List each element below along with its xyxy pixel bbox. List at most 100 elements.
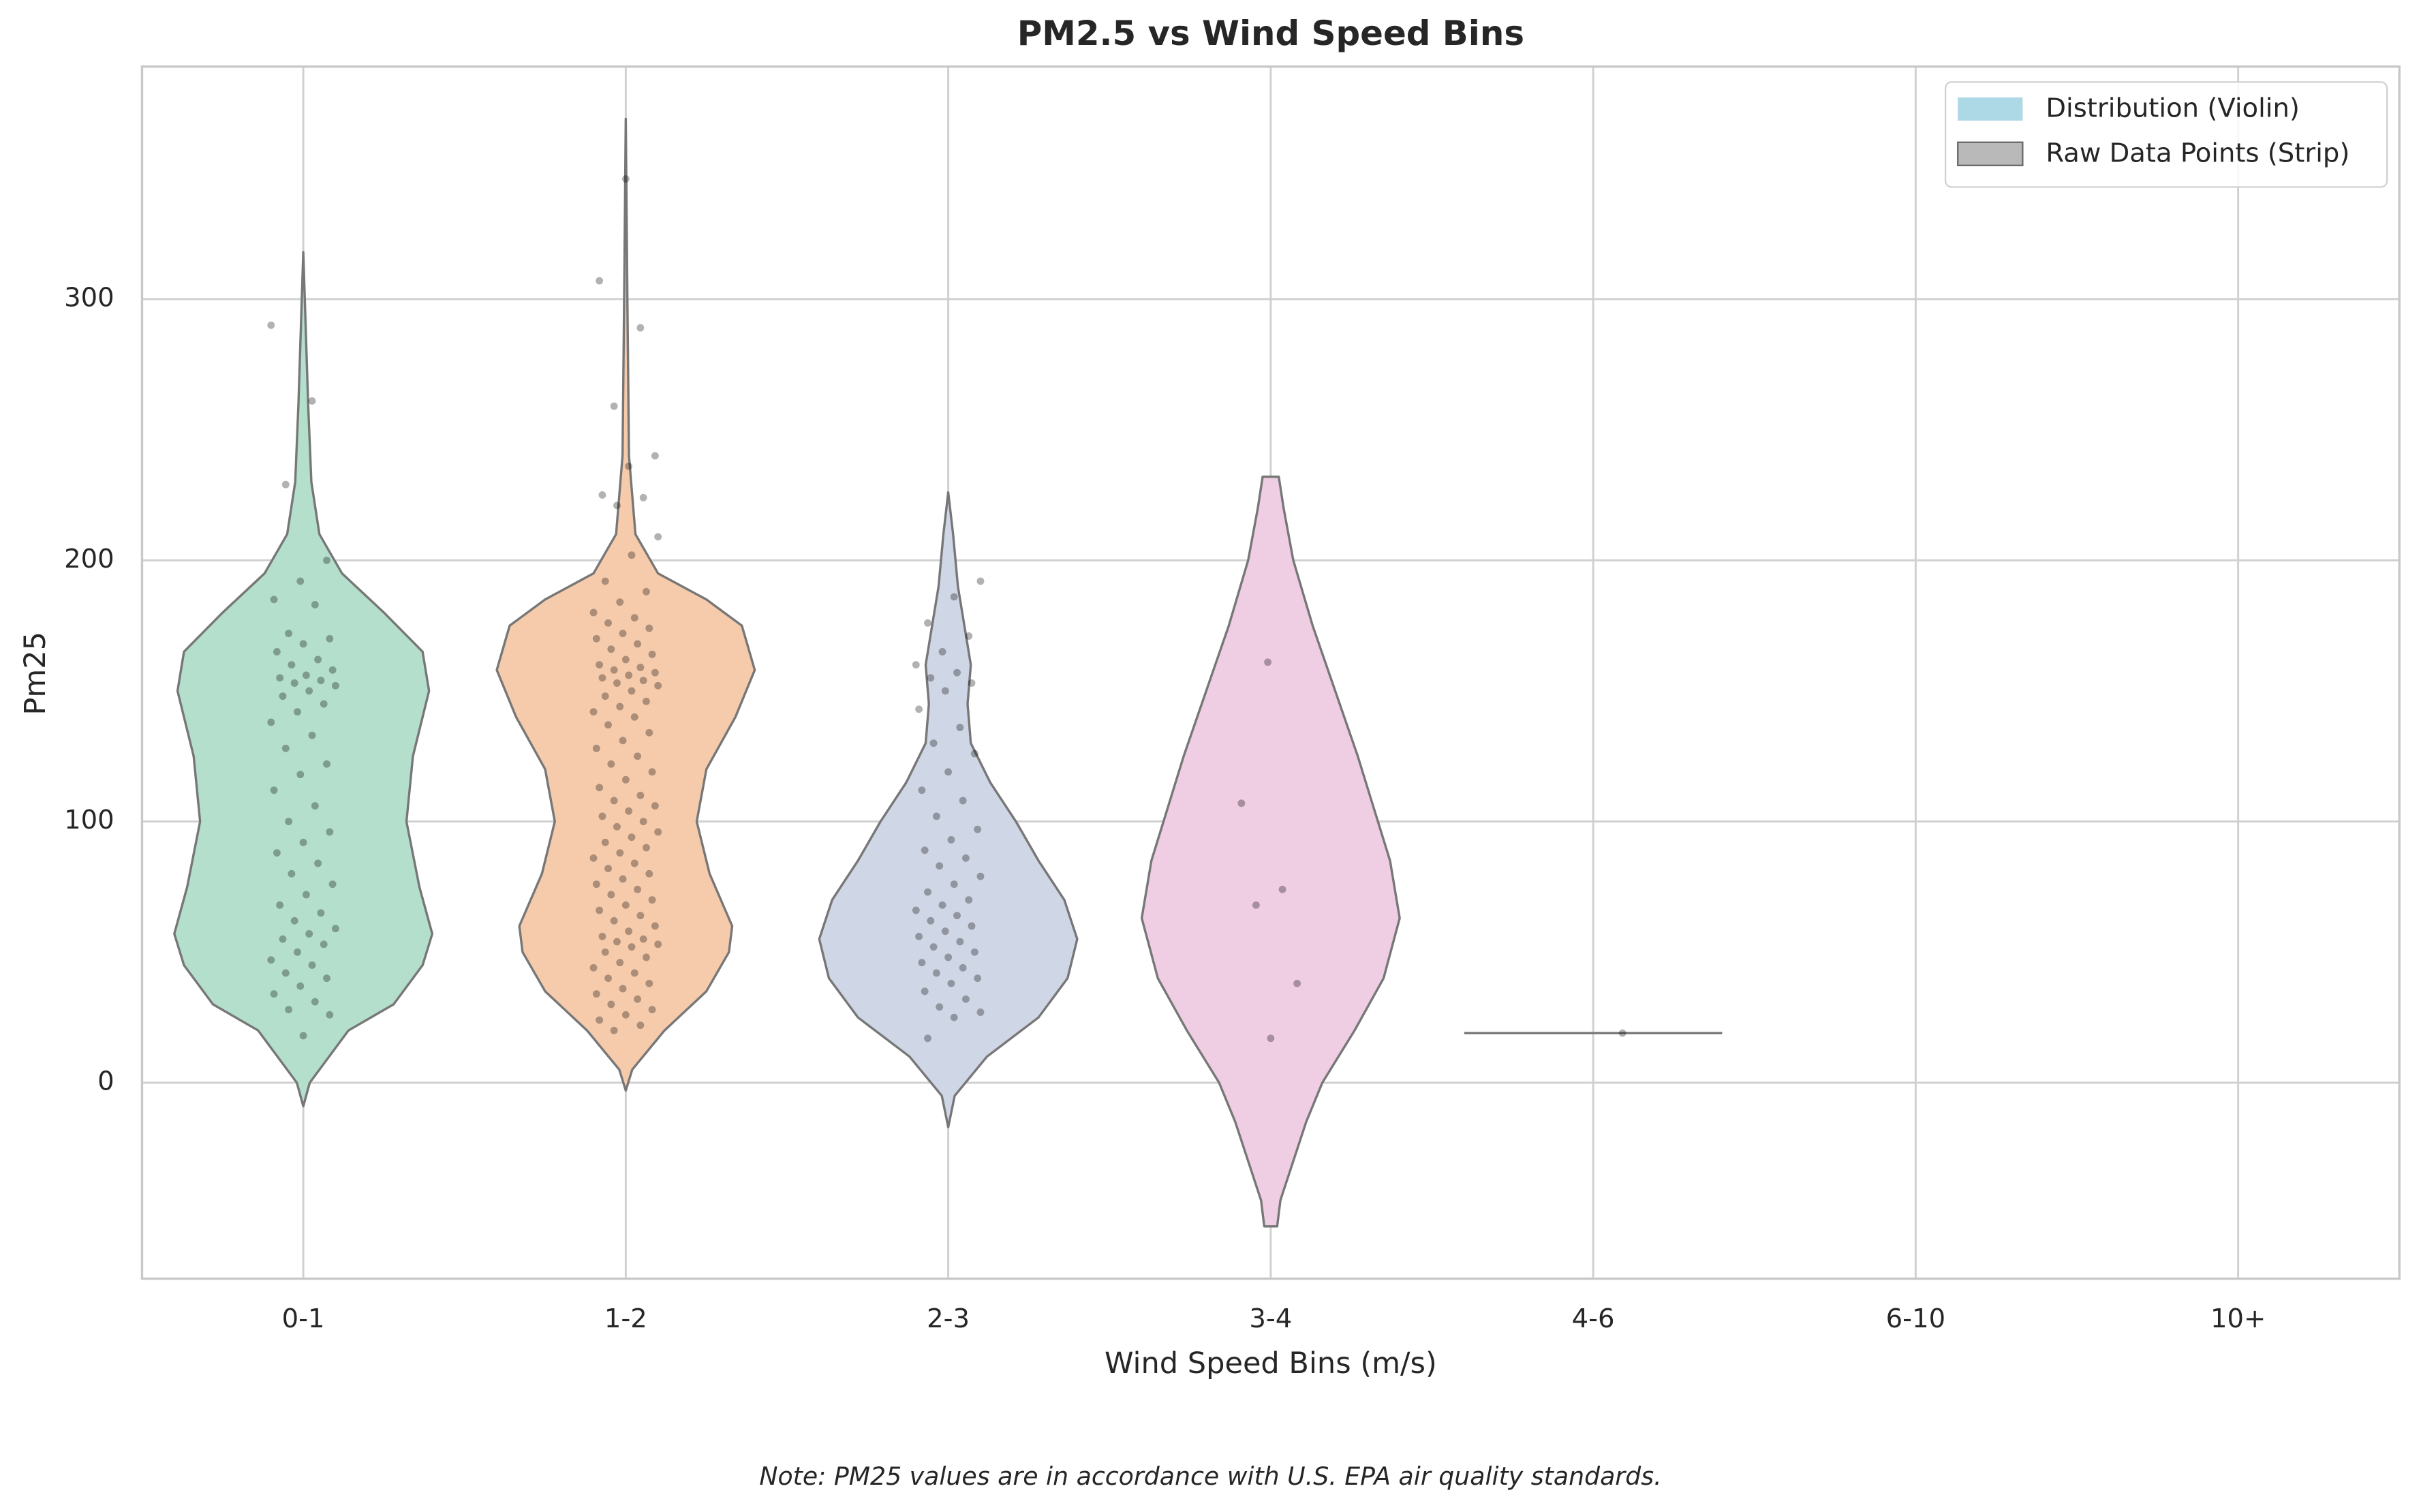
strip-point xyxy=(296,982,305,990)
strip-point xyxy=(932,812,940,820)
strip-point xyxy=(621,655,630,664)
strip-point xyxy=(621,775,630,784)
strip-point xyxy=(276,901,284,909)
strip-point xyxy=(636,912,645,920)
y-axis-label: Pm25 xyxy=(18,632,52,715)
strip-point xyxy=(589,708,598,716)
strip-point xyxy=(918,786,926,794)
strip-point xyxy=(968,679,976,687)
strip-point xyxy=(1264,658,1272,666)
legend-swatch xyxy=(1958,97,2023,121)
y-tick-label: 0 xyxy=(97,1066,114,1097)
strip-point xyxy=(643,844,650,852)
strip-point xyxy=(596,277,604,285)
strip-point xyxy=(639,935,647,943)
strip-point xyxy=(1618,1029,1626,1037)
strip-point xyxy=(601,838,609,846)
strip-point xyxy=(959,797,967,805)
strip-point xyxy=(285,630,293,638)
strip-point xyxy=(296,771,305,779)
strip-point xyxy=(927,916,935,925)
strip-point xyxy=(654,940,662,948)
strip-point xyxy=(654,681,662,690)
strip-point xyxy=(619,737,627,745)
strip-point xyxy=(294,708,301,716)
strip-point xyxy=(328,666,337,674)
strip-point xyxy=(961,995,970,1003)
legend-swatch xyxy=(1957,141,2024,166)
strip-point xyxy=(320,700,328,708)
strip-point xyxy=(941,687,949,695)
strip-point xyxy=(305,687,313,695)
strip-point xyxy=(950,1013,958,1021)
strip-point xyxy=(288,869,296,878)
x-tick-label: 1-2 xyxy=(604,1303,647,1334)
chart-title: PM2.5 vs Wind Speed Bins xyxy=(1017,14,1524,53)
strip-point xyxy=(1267,1034,1275,1043)
strip-point xyxy=(314,655,322,664)
strip-point xyxy=(976,872,985,880)
strip-point xyxy=(651,922,659,930)
strip-point xyxy=(936,1003,944,1011)
strip-point xyxy=(634,752,642,760)
strip-point xyxy=(610,1026,618,1034)
legend-box xyxy=(1944,81,2388,188)
strip-point xyxy=(604,619,612,627)
strip-point xyxy=(276,674,284,682)
strip-point xyxy=(616,849,624,857)
strip-point xyxy=(654,533,662,541)
strip-point xyxy=(959,963,967,972)
violin xyxy=(173,251,434,1108)
strip-point xyxy=(311,998,319,1006)
strip-point xyxy=(279,935,287,943)
strip-point xyxy=(326,634,334,643)
strip-point xyxy=(628,833,636,842)
points xyxy=(267,175,1626,1043)
strip-point xyxy=(596,784,604,792)
x-tick-label: 4-6 xyxy=(1572,1303,1615,1334)
strip-point xyxy=(323,760,330,768)
strip-point xyxy=(616,703,624,711)
strip-point xyxy=(648,768,656,776)
strip-point xyxy=(639,677,647,685)
strip-point xyxy=(970,948,978,956)
note: Note: PM25 values are in accordance with… xyxy=(759,1462,1661,1491)
strip-point xyxy=(589,963,598,972)
strip-point xyxy=(270,786,278,794)
strip-point xyxy=(936,862,944,870)
strip-point xyxy=(317,677,325,685)
strip-point xyxy=(302,671,310,679)
strip-point xyxy=(285,818,293,826)
strip-point xyxy=(601,692,609,700)
strip-point xyxy=(921,987,929,996)
strip-point xyxy=(589,854,598,862)
strip-point xyxy=(625,807,633,815)
strip-point xyxy=(308,961,316,969)
strip-point xyxy=(273,648,281,655)
strip-point xyxy=(947,836,955,844)
strip-point xyxy=(643,953,650,961)
strip-point xyxy=(299,1032,307,1040)
strip-point xyxy=(305,930,313,938)
strip-point xyxy=(267,956,275,964)
strip-point xyxy=(607,645,615,653)
strip-point xyxy=(267,718,275,726)
strip-point xyxy=(912,661,920,669)
strip-point xyxy=(924,1034,931,1043)
strip-point xyxy=(610,797,618,805)
strip-point xyxy=(953,912,961,920)
strip-point xyxy=(613,679,621,687)
strip-point xyxy=(924,888,931,896)
strip-point xyxy=(299,838,307,846)
strip-point xyxy=(950,593,958,601)
strip-point xyxy=(613,502,621,510)
strip-point xyxy=(596,661,604,669)
strip-point xyxy=(613,938,621,946)
strip-point xyxy=(621,901,630,909)
strip-point xyxy=(302,891,310,899)
strip-point xyxy=(639,818,647,826)
strip-point xyxy=(331,925,339,933)
strip-point xyxy=(598,674,606,682)
strip-point xyxy=(308,397,316,405)
strip-point xyxy=(625,462,633,470)
